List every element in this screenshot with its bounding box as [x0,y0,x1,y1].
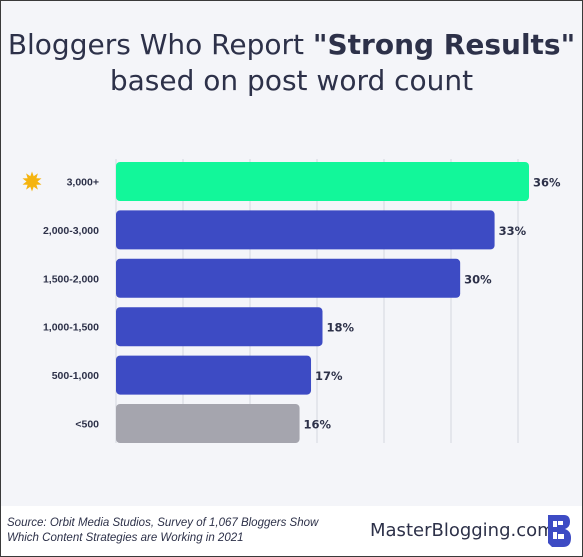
value-label: 33% [499,224,527,238]
title-text: Bloggers Who Report [7,28,313,61]
value-label: 36% [533,176,561,190]
source-line-2: Which Content Strategies are Working in … [7,532,244,544]
brand-name: MasterBlogging.com [370,520,555,541]
value-label: 18% [327,321,355,335]
source-line-1: Source: Orbit Media Studios, Survey of 1… [7,517,319,529]
bar [116,210,495,250]
bar [116,355,312,395]
brand-logo-icon [548,515,571,547]
title-line-1: Bloggers Who Report "Strong Results" [1,27,582,63]
bar [116,307,323,347]
value-label: 30% [464,272,492,286]
category-label: 1,000-1,500 [43,322,99,334]
title-emphasis: "Strong Results" [312,28,576,61]
value-label: 17% [315,369,343,383]
category-label: <500 [75,419,99,431]
star-icon [22,171,42,192]
category-label: 2,000-3,000 [43,225,99,237]
bar [116,258,461,298]
bar [116,404,300,443]
chart-title: Bloggers Who Report "Strong Results" bas… [1,27,582,99]
source-note: Source: Orbit Media Studios, Survey of 1… [7,516,337,546]
bar-chart: 3,000+ 36% 2,000-3,000 33% 1,500-2,000 30% 1,0… [22,159,561,443]
title-line-2: based on post word count [109,64,474,97]
value-label: 16% [304,418,332,432]
bar [116,162,529,201]
category-label: 3,000+ [67,177,99,189]
category-label: 1,500-2,000 [43,273,99,285]
footer-bar: Source: Orbit Media Studios, Survey of 1… [1,506,582,556]
category-label: 500-1,000 [52,370,99,382]
